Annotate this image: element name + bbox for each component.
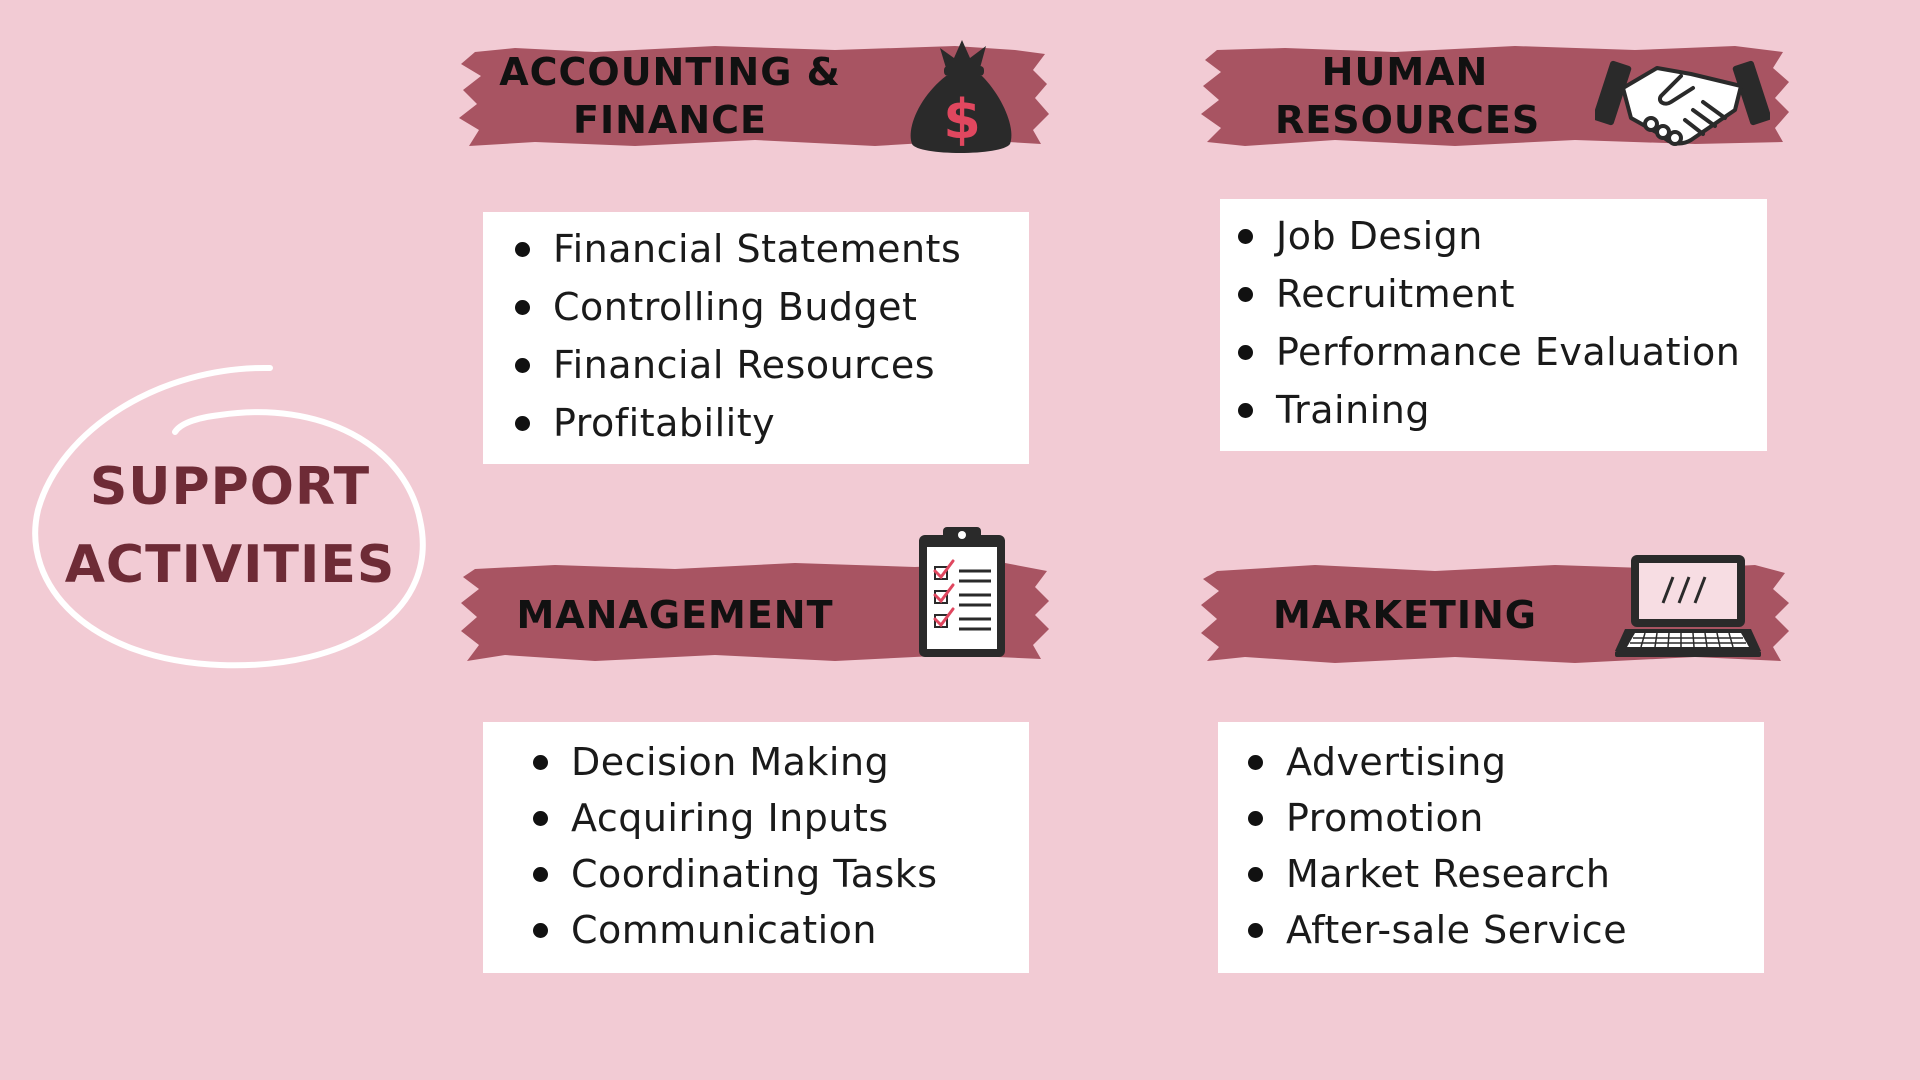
banner-management: MANAGEMENT [455,527,1055,665]
banner-human-resources: HUMAN RESOURCES [1195,40,1795,150]
support-title-line1: SUPPORT [89,457,371,517]
hand-drawn-circle [32,364,426,669]
list-item: Job Design [1220,207,1767,265]
list-item: Profitability [483,394,1029,452]
title-line2: FINANCE [573,98,767,142]
handshake-icon [1595,60,1770,146]
support-activities-badge: SUPPORT ACTIVITIES [20,360,440,680]
svg-text:$: $ [943,88,981,151]
list-item: Financial Resources [483,336,1029,394]
list-item: Advertising [1218,734,1764,790]
list-item: Performance Evaluation [1220,323,1767,381]
card-management: Decision Making Acquiring Inputs Coordin… [483,722,1029,973]
list-item: Acquiring Inputs [483,790,1029,846]
list-management: Decision Making Acquiring Inputs Coordin… [483,722,1029,958]
laptop-icon [1615,555,1761,657]
clipboard-checklist-icon [919,527,1005,657]
list-item: Communication [483,902,1029,958]
list-marketing: Advertising Promotion Market Research Af… [1218,722,1764,958]
list-item: Recruitment [1220,265,1767,323]
banner-title-marketing: MARKETING [1273,593,1537,637]
title-line2: RESOURCES [1275,98,1541,142]
card-accounting-finance: Financial Statements Controlling Budget … [483,212,1029,464]
card-human-resources: Job Design Recruitment Performance Evalu… [1220,199,1767,451]
list-item: Controlling Budget [483,278,1029,336]
title-line1: HUMAN [1321,50,1489,94]
support-title-line2: ACTIVITIES [64,535,396,595]
list-item: Training [1220,381,1767,439]
list-accounting: Financial Statements Controlling Budget … [483,212,1029,452]
banner-accounting-finance: ACCOUNTING & FINANCE $ [455,40,1055,153]
list-hr: Job Design Recruitment Performance Evalu… [1220,199,1767,439]
list-item: Decision Making [483,734,1029,790]
support-activities-title: SUPPORT ACTIVITIES [20,448,440,604]
money-bag-icon: $ [910,40,1012,153]
list-item: Market Research [1218,846,1764,902]
brush-stroke-background [459,46,1049,146]
banner-marketing: MARKETING [1195,555,1795,665]
banner-title-management: MANAGEMENT [516,593,834,637]
card-marketing: Advertising Promotion Market Research Af… [1218,722,1764,973]
list-item: Promotion [1218,790,1764,846]
list-item: Coordinating Tasks [483,846,1029,902]
list-item: Financial Statements [483,220,1029,278]
list-item: After-sale Service [1218,902,1764,958]
banner-title-accounting: ACCOUNTING & FINANCE [495,48,845,144]
title-line1: ACCOUNTING & [499,50,841,94]
brush-stroke-background [461,563,1049,661]
banner-title-hr: HUMAN RESOURCES [1275,48,1541,144]
